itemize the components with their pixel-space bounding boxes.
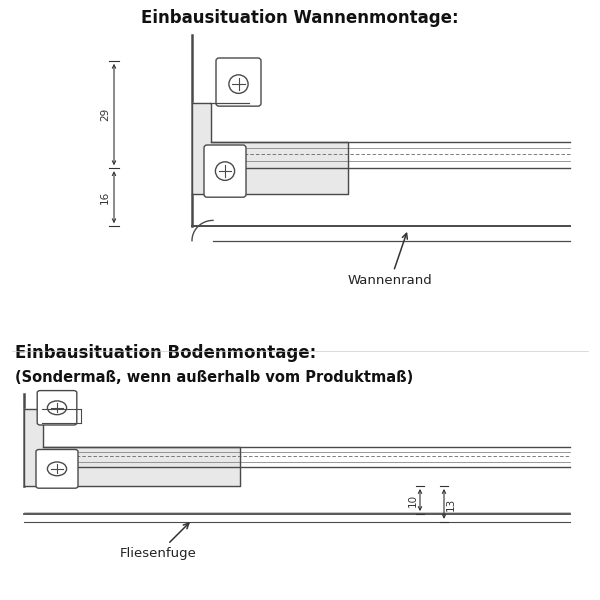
FancyBboxPatch shape: [204, 145, 246, 197]
FancyBboxPatch shape: [36, 449, 78, 488]
Text: 16: 16: [100, 191, 110, 204]
Text: Fliesenfuge: Fliesenfuge: [120, 523, 197, 560]
Polygon shape: [192, 103, 348, 194]
FancyBboxPatch shape: [216, 58, 261, 106]
Text: 10: 10: [408, 493, 418, 506]
Text: Wannenrand: Wannenrand: [348, 233, 433, 287]
FancyBboxPatch shape: [37, 391, 77, 425]
Text: Einbausituation Wannenmontage:: Einbausituation Wannenmontage:: [141, 8, 459, 26]
Text: (Sondermaß, wenn außerhalb vom Produktmaß): (Sondermaß, wenn außerhalb vom Produktma…: [15, 370, 413, 385]
Polygon shape: [24, 409, 240, 486]
Text: 13: 13: [446, 497, 456, 511]
Text: 29: 29: [100, 108, 110, 121]
Text: Einbausituation Bodenmontage:: Einbausituation Bodenmontage:: [15, 344, 316, 362]
